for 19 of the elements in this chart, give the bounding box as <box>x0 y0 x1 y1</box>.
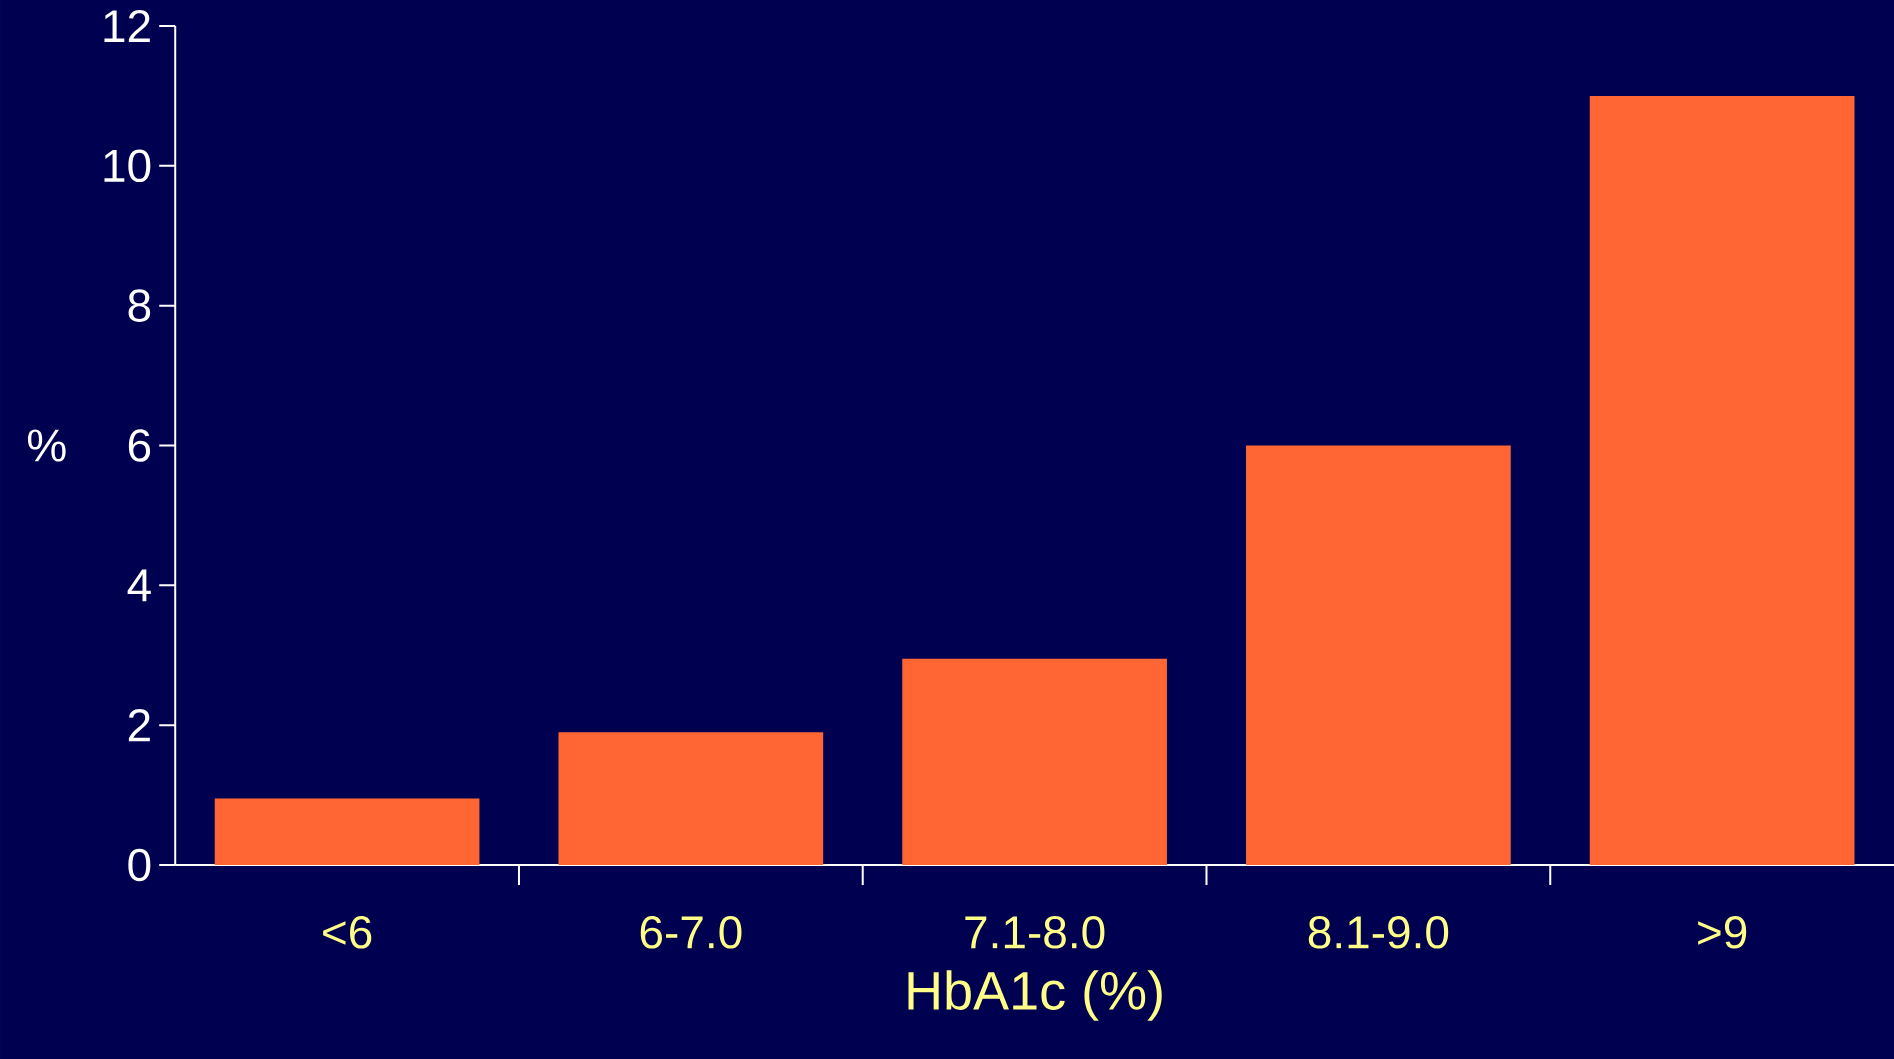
x-tick-label: 7.1-8.0 <box>965 916 1105 949</box>
y-tick-label: 0 <box>128 848 151 882</box>
x-tick-label: <6 <box>323 916 372 949</box>
bar <box>558 732 824 865</box>
y-tick-label: 8 <box>128 289 151 322</box>
bar <box>214 798 480 865</box>
bar <box>902 658 1167 865</box>
bar <box>1246 445 1511 865</box>
bar <box>1589 95 1855 865</box>
y-tick-label: 12 <box>104 9 150 43</box>
x-tick-label: >9 <box>1698 916 1747 949</box>
y-tick-label: 4 <box>127 569 151 602</box>
y-tick-label: 10 <box>104 149 151 183</box>
y-tick-label: 2 <box>128 709 150 742</box>
y-axis-title: % <box>27 429 66 462</box>
x-tick-label: 8.1-9.0 <box>1308 916 1449 949</box>
x-axis-title: HbA1c (%) <box>908 970 1162 1021</box>
x-tick-label: 6-7.0 <box>640 916 742 949</box>
y-tick-label: 6 <box>128 429 151 462</box>
